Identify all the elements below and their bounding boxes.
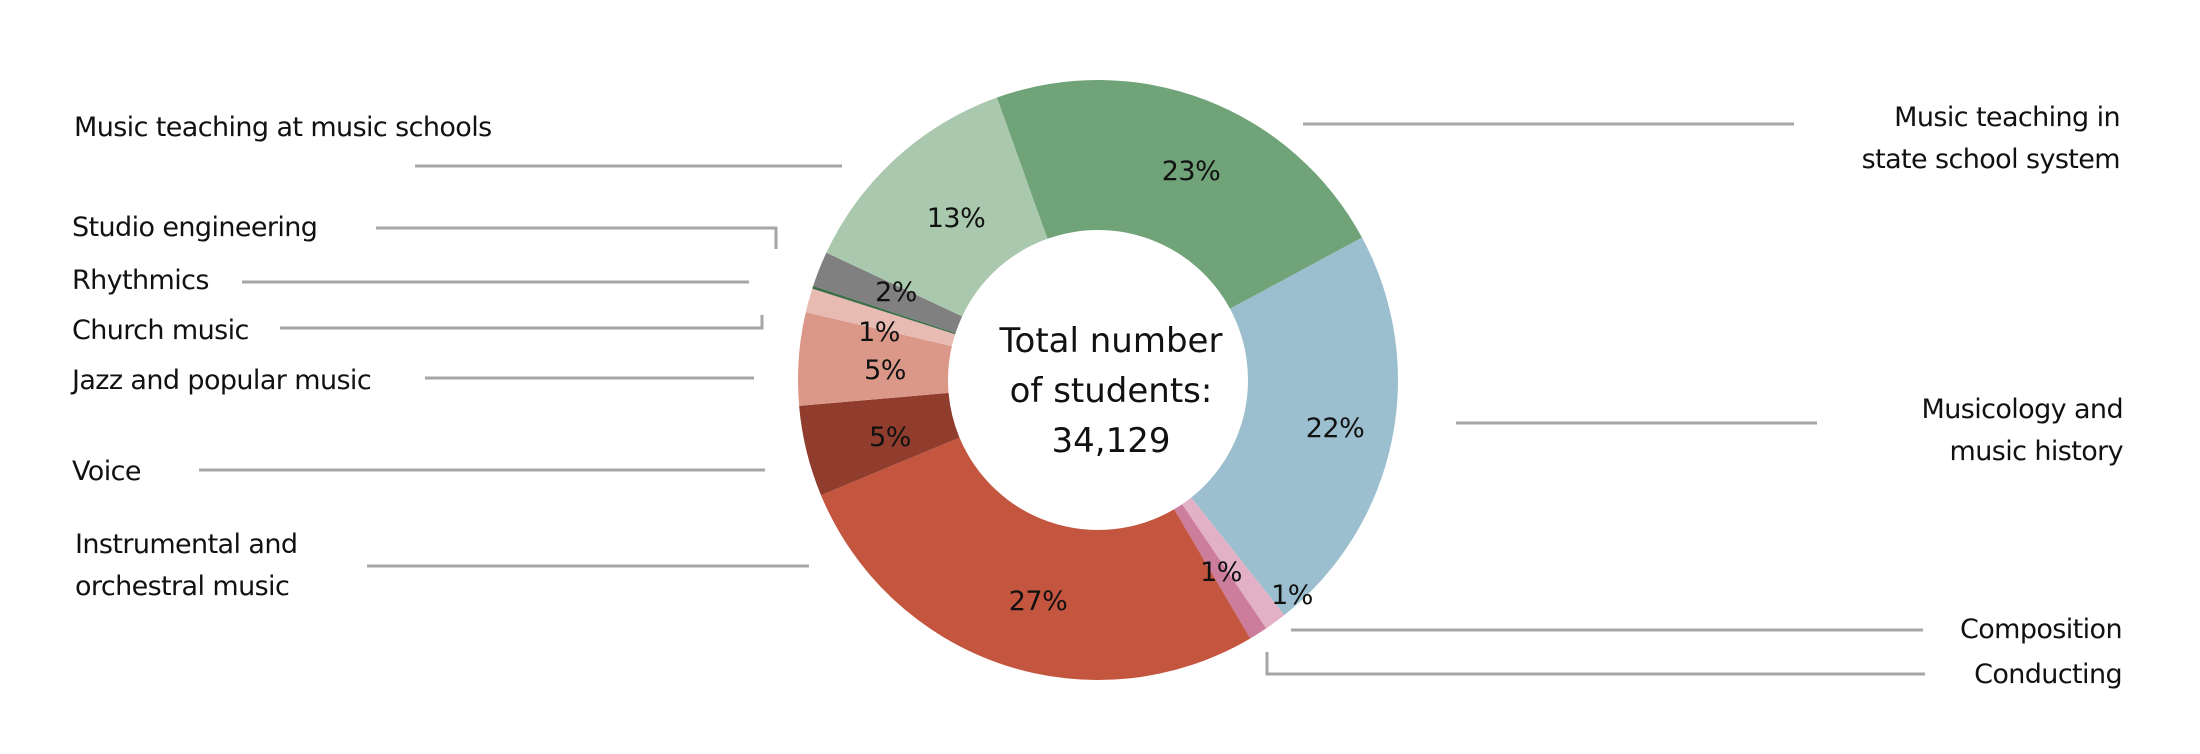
slice-studio-engineering [813,252,963,333]
slice-music-teaching-in-state-school-system [996,79,1363,309]
pct-conducting: 1% [1200,557,1242,588]
label-music-teaching-in-state-school-system: Music teaching in state school system [1862,102,2120,175]
pct-jazz-and-popular-music: 5% [864,355,906,386]
label-voice: Voice [72,456,141,487]
pct-music-teaching-in-state-school-system: 23% [1162,156,1221,187]
center-label-line-2: of students: [1010,371,1213,411]
center-total: Total number of students: 34,129 [999,321,1223,461]
slice-musicology-and-music-history [1191,237,1398,616]
category-labels: Music teaching in state school system Musi… [70,102,2124,690]
pct-composition: 1% [1271,580,1313,611]
leader-lines [199,122,1925,676]
label-church-music: Church music [72,315,249,346]
pct-studio-engineering: 2% [875,277,917,308]
pct-instrumental-and-orchestral-music: 27% [1009,586,1068,617]
slice-rhythmics [812,285,956,335]
leader-line-studio-engineering [376,226,778,249]
label-instrumental-and-orchestral-music: Instrumental and orchestral music [75,529,297,602]
center-total-value: 34,129 [1052,421,1171,461]
slice-jazz-and-popular-music [798,312,952,406]
label-composition: Composition [1960,614,2122,645]
slice-music-teaching-at-music-schools [826,97,1048,317]
center-label-line-1: Total number [999,321,1223,361]
slice-church-music [805,288,956,347]
slice-voice [799,392,960,496]
label-rhythmics: Rhythmics [72,265,209,296]
slice-composition [1182,497,1285,629]
label-conducting: Conducting [1974,659,2122,690]
pct-music-teaching-at-music-schools: 13% [927,203,986,234]
label-jazz-and-popular-music: Jazz and popular music [70,365,371,396]
leader-line-conducting [1265,652,1925,676]
label-studio-engineering: Studio engineering [72,212,317,243]
pct-voice: 5% [869,422,911,453]
slice-conducting [1174,504,1267,639]
percentage-labels: 23% 22% 1% 1% 27% 5% 5% 1% 2% 13% [858,156,1365,617]
label-musicology-and-music-history: Musicology and music history [1922,394,2124,467]
slice-instrumental-and-orchestral-music [820,437,1251,680]
leader-line-church-music [280,315,764,330]
pct-church-music: 1% [858,317,900,348]
pct-musicology-and-music-history: 22% [1306,413,1365,444]
label-music-teaching-at-music-schools: Music teaching at music schools [74,112,492,143]
donut-slices [798,79,1398,680]
